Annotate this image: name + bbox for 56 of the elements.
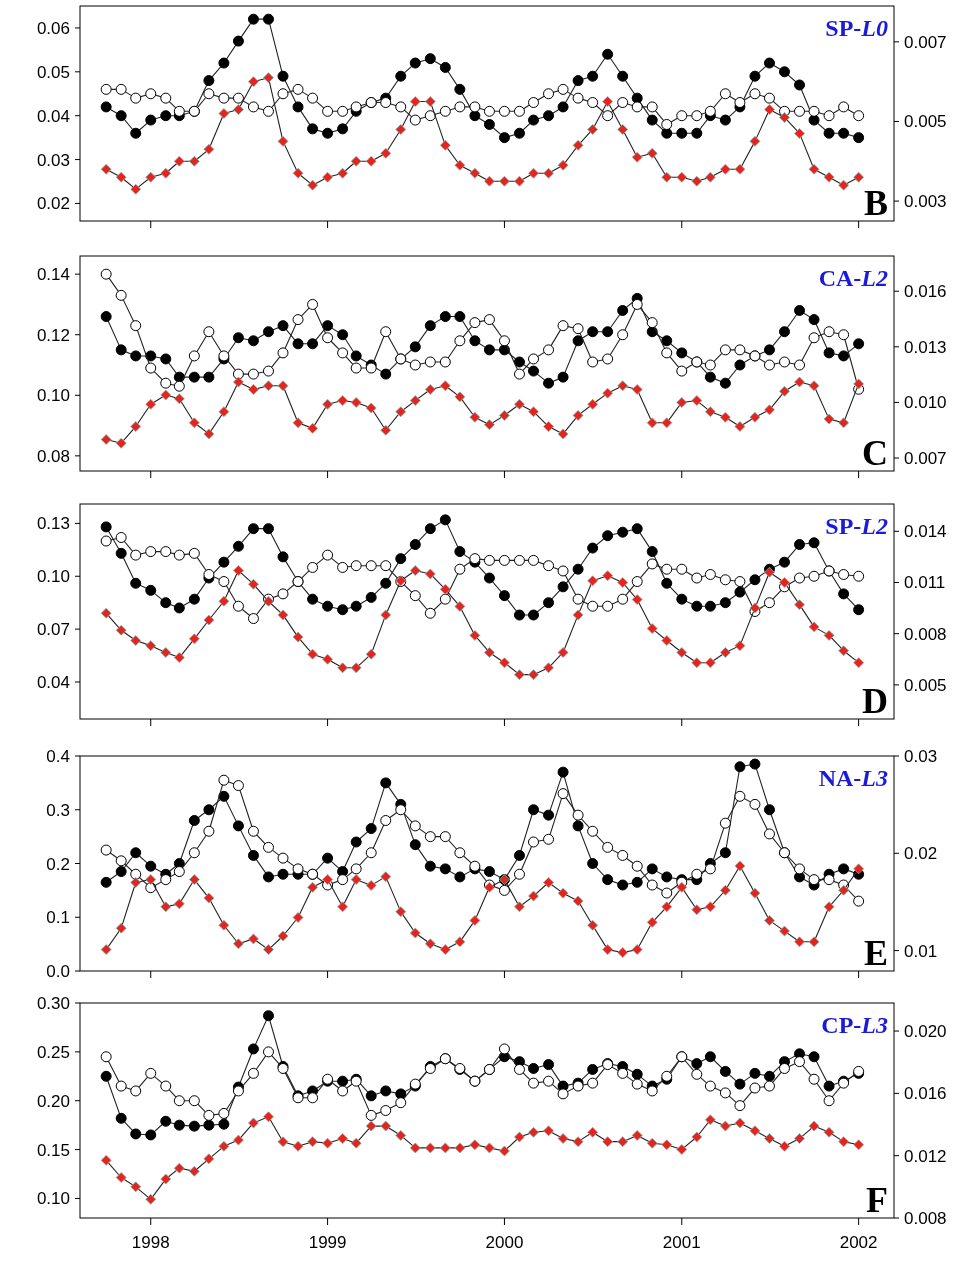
y-tick-label: 0.2 — [46, 854, 70, 874]
y-tick-label: 0.03 — [36, 150, 70, 170]
annotation: C — [862, 433, 888, 473]
chart-title: NA-L3 — [818, 765, 888, 791]
chart-title: SP-L2 — [825, 513, 888, 539]
y-tick-label: 0.07 — [36, 620, 70, 640]
y2-tick-label: 0.008 — [904, 1209, 947, 1228]
y-tick-label: 0.10 — [36, 567, 70, 587]
y2-tick-label: 0.012 — [904, 1146, 947, 1166]
y2-tick-label: 0.014 — [904, 522, 947, 542]
y2-tick-label: 0.008 — [904, 624, 947, 644]
annotation: B — [863, 183, 888, 223]
y2-tick-label: 0.01 — [904, 941, 938, 961]
y-tick-label: 0.02 — [36, 194, 70, 214]
y-tick-label: 0.4 — [46, 747, 70, 766]
chart-title: CP-L3 — [821, 1012, 888, 1038]
y2-tick-label: 0.02 — [904, 844, 938, 864]
x-tick-label: 2002 — [839, 1233, 878, 1252]
y-tick-label: 0.04 — [36, 106, 70, 126]
y-tick-label: 0.12 — [36, 325, 70, 345]
y-tick-label: 0.10 — [36, 1189, 70, 1209]
x-tick-label: 1999 — [308, 1233, 347, 1252]
y-tick-label: 0.10 — [36, 386, 70, 406]
y2-tick-label: 0.007 — [904, 449, 947, 469]
annotation: E — [863, 933, 888, 973]
annotation: F — [866, 1180, 888, 1220]
y-tick-label: 0.25 — [36, 1042, 70, 1062]
y2-tick-label: 0.016 — [904, 1084, 947, 1104]
y-tick-label: 0.1 — [46, 908, 70, 928]
y2-tick-label: 0.005 — [904, 675, 947, 695]
y-tick-label: 0.0 — [46, 962, 70, 981]
y-tick-label: 0.13 — [36, 514, 70, 534]
y-tick-label: 0.30 — [36, 994, 70, 1013]
y2-tick-label: 0.016 — [904, 282, 947, 302]
x-tick-label: 2000 — [485, 1233, 524, 1252]
annotation: D — [862, 681, 888, 721]
y-tick-label: 0.05 — [36, 62, 70, 82]
y-tick-label: 0.08 — [36, 446, 70, 466]
chart-title: CA-L2 — [818, 265, 888, 291]
y-tick-label: 0.06 — [36, 18, 70, 38]
y2-tick-label: 0.010 — [904, 393, 947, 413]
y2-tick-label: 0.020 — [904, 1022, 947, 1042]
y-tick-label: 0.3 — [46, 800, 70, 820]
y2-tick-label: 0.003 — [904, 192, 947, 212]
y-tick-label: 0.14 — [36, 265, 70, 285]
y2-tick-label: 0.005 — [904, 112, 947, 132]
y2-tick-label: 0.03 — [904, 747, 938, 766]
y-tick-label: 0.15 — [36, 1140, 70, 1160]
y-tick-label: 0.20 — [36, 1091, 70, 1111]
y2-tick-label: 0.007 — [904, 32, 947, 52]
y2-tick-label: 0.013 — [904, 337, 947, 357]
y-tick-label: 0.04 — [36, 672, 70, 692]
x-tick-label: 1998 — [131, 1233, 170, 1252]
x-tick-label: 2001 — [662, 1233, 701, 1252]
y2-tick-label: 0.011 — [904, 573, 946, 593]
chart-title: SP-L0 — [825, 15, 888, 41]
